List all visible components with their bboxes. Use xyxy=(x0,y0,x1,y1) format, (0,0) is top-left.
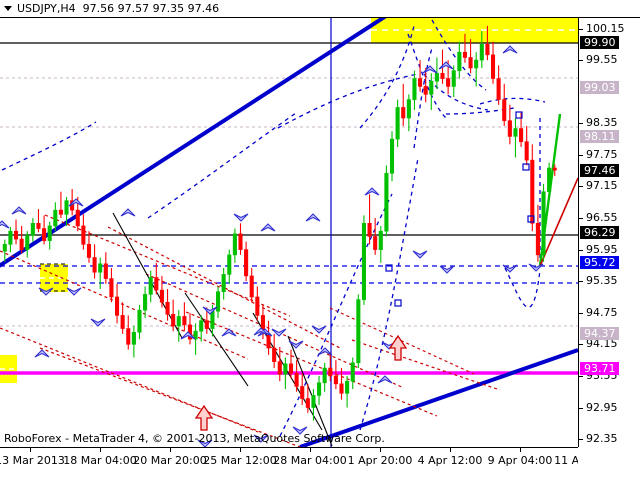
price-label-fib-99-03[interactable]: 99.03 xyxy=(580,81,619,95)
price-label-fib-94-37[interactable]: 94.37 xyxy=(580,326,619,340)
price-tick: 95.35 xyxy=(579,274,640,287)
tick-dash xyxy=(579,439,583,441)
price-label-resistance-upper[interactable]: 99.90 xyxy=(580,35,619,49)
zone-box-mid-left xyxy=(40,263,68,292)
ohlc-values-label: 97.56 97.57 97.35 97.46 xyxy=(82,2,220,15)
price-label-support-magenta[interactable]: 93.71 xyxy=(580,361,619,375)
tick-dash xyxy=(579,249,583,251)
time-tick-label: 1 Apr 20:00 xyxy=(347,454,413,467)
tick-dash xyxy=(579,344,583,346)
time-tick xyxy=(450,448,451,452)
chart-plot-area[interactable] xyxy=(0,18,578,447)
tick-dash xyxy=(579,312,583,314)
tick-dash xyxy=(579,186,583,188)
price-tick-label: 94.15 xyxy=(586,337,618,351)
fractal-markers xyxy=(0,45,544,447)
trend-segments-black xyxy=(112,212,333,447)
price-tick-label: 96.55 xyxy=(586,211,618,225)
tick-dash xyxy=(579,218,583,220)
time-tick xyxy=(30,448,31,452)
tick-dash xyxy=(579,375,583,377)
tick-dash xyxy=(579,154,583,156)
projection-red-right xyxy=(539,177,578,267)
price-label-pivot-mid[interactable]: 96.29 xyxy=(580,225,619,239)
price-label-last-price[interactable]: 97.46 xyxy=(580,164,619,178)
axis-corner xyxy=(578,447,640,480)
price-tick-label: 92.95 xyxy=(586,400,618,414)
time-tick xyxy=(240,448,241,452)
chevron-down-icon[interactable] xyxy=(4,6,12,11)
time-tick-label: 13 Mar 2013 xyxy=(0,454,65,467)
time-tick xyxy=(380,448,381,452)
pivot-markers xyxy=(385,111,535,307)
time-axis[interactable]: 13 Mar 2013 18 Mar 04:00 20 Mar 20:00 25 Ma… xyxy=(0,447,626,480)
time-tick-label: 18 Mar 04:00 xyxy=(63,454,137,467)
channel-red-descending xyxy=(0,214,501,447)
price-tick-label: 97.75 xyxy=(586,147,618,161)
tick-dash xyxy=(579,407,583,409)
time-tick-label: 20 Mar 20:00 xyxy=(133,454,207,467)
price-tick-label: 97.15 xyxy=(586,179,618,193)
buy-arrow-left xyxy=(194,404,214,431)
price-tick: 95.95 xyxy=(579,243,640,256)
time-tick xyxy=(520,448,521,452)
price-axis[interactable]: 100.15 99.55 98.35 97.75 97.15 96.55 95.95 95.3… xyxy=(578,18,640,465)
price-tick: 94.15 xyxy=(579,337,640,350)
time-tick-label: 9 Apr 04:00 xyxy=(487,454,553,467)
trendline-blue-major[interactable] xyxy=(0,18,578,447)
price-tick-label: 98.35 xyxy=(586,116,618,130)
price-tick: 92.95 xyxy=(579,401,640,414)
buy-arrow-right xyxy=(388,334,408,361)
price-tick-label: 95.35 xyxy=(586,274,618,288)
zone-box-lower-left xyxy=(0,355,17,383)
price-tick: 98.35 xyxy=(579,116,640,129)
price-tick-label: 92.35 xyxy=(586,432,618,446)
zone-box-top xyxy=(371,18,578,44)
price-tick: 99.55 xyxy=(579,53,640,66)
time-tick xyxy=(170,448,171,452)
time-tick xyxy=(310,448,311,452)
tick-dash xyxy=(579,60,583,62)
time-tick xyxy=(100,448,101,452)
price-tick-label: 99.55 xyxy=(586,53,618,67)
grid-lines xyxy=(0,77,578,327)
tick-dash xyxy=(579,28,583,30)
time-tick-label: 25 Mar 12:00 xyxy=(203,454,277,467)
price-tick-label: 100.15 xyxy=(586,21,625,35)
price-tick: 96.55 xyxy=(579,211,640,224)
price-tick: 100.15 xyxy=(579,22,640,35)
price-tick-label: 94.75 xyxy=(586,305,618,319)
price-tick: 93.55 xyxy=(579,369,640,382)
candlestick-series xyxy=(2,25,557,421)
price-label-fib-98-11[interactable]: 98.11 xyxy=(580,129,619,143)
tick-dash xyxy=(579,123,583,125)
price-tick: 94.75 xyxy=(579,306,640,319)
price-tick: 97.75 xyxy=(579,148,640,161)
time-tick-label: 28 Mar 04:00 xyxy=(273,454,347,467)
time-tick-label: 4 Apr 12:00 xyxy=(417,454,483,467)
symbol-period-label: USDJPY,H4 xyxy=(17,2,76,15)
tick-dash xyxy=(579,281,583,283)
price-tick: 97.15 xyxy=(579,179,640,192)
price-tick-label: 95.95 xyxy=(586,242,618,256)
price-label-support-blue[interactable]: 95.72 xyxy=(580,255,619,269)
copyright-label: RoboForex - MetaTrader 4, © 2001-2013, M… xyxy=(4,432,385,445)
chart-titlebar: USDJPY,H4 97.56 97.57 97.35 97.46 xyxy=(0,0,640,18)
price-tick: 92.35 xyxy=(579,432,640,445)
projection-dashed-blue xyxy=(1,19,546,437)
